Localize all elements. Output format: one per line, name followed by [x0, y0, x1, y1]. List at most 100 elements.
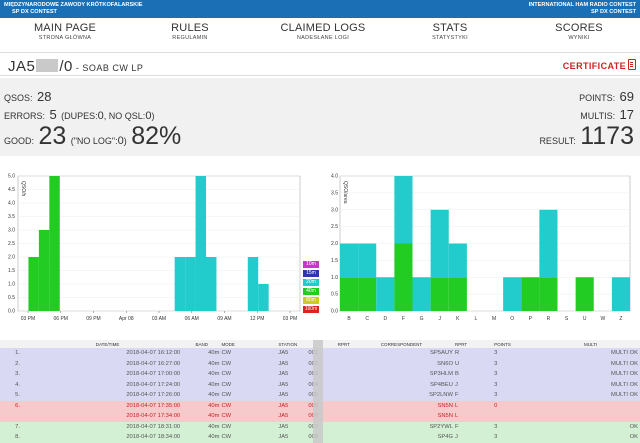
nav-rules-sublabel: REGULAMIN: [172, 35, 208, 41]
nav-stats[interactable]: STATS STATYSTYKI: [420, 22, 480, 41]
col-header-band: BAND: [184, 340, 222, 348]
row-rprt-rcvd: F: [454, 390, 495, 401]
row-points: 3: [494, 369, 544, 380]
x-tick-label: F: [402, 316, 405, 322]
row-points: 3: [494, 358, 544, 369]
row-correspondent: SP4G: [349, 432, 455, 443]
nav-scores-sublabel: WYNIKI: [568, 35, 590, 41]
row-station: JA5002: [268, 358, 338, 369]
row-band: 40m: [184, 369, 222, 380]
row-number: 3.: [0, 369, 36, 380]
row-station-call: JA5: [278, 350, 289, 357]
nolog-value: 0: [117, 135, 124, 147]
bar-20m: [247, 257, 259, 311]
bar-20m: [206, 257, 217, 311]
row-datetime: 2018-04-07 17:24:00: [35, 379, 185, 390]
callsign-title: JA5/0- SOAB CW LP: [8, 58, 143, 75]
x-tick-label: C: [365, 316, 369, 322]
bar-20m: [430, 209, 449, 278]
bar-40m: [539, 277, 558, 311]
bar-20m: [394, 176, 413, 244]
row-mode: CW: [221, 400, 269, 411]
row-station: JA5007: [268, 411, 338, 422]
x-tick-label: R: [547, 316, 551, 322]
points-label: POINTS:: [579, 93, 616, 103]
site-header-bar: MIĘDZYNARODOWE ZAWODY KRÓTKOFALARSKIE SP…: [0, 0, 640, 18]
x-tick-label: 12 PM: [250, 316, 264, 322]
x-tick-label: P: [529, 316, 533, 322]
col-header-rprt-sent: RPRT: [337, 340, 350, 348]
row-band: 40m: [184, 358, 222, 369]
row-band: 40m: [184, 390, 222, 401]
row-rprt-rcvd: L: [454, 411, 495, 422]
bar-20m: [185, 257, 196, 311]
row-station-call: JA5: [278, 381, 289, 388]
row-number: 2.: [0, 358, 36, 369]
row-mode: CW: [221, 358, 269, 369]
table-row: 2.2018-04-07 16:27:0040mCWJA5002 SN6OU3MU…: [0, 358, 640, 369]
row-correspondent: SP3HLM: [349, 369, 455, 380]
hourly-chart: 0.0 0.5 1.0 1.5 2.0 2.5 3.0 3.5 4.0 4.5 5.0 QSO/h 03…: [0, 168, 322, 328]
bar-40m: [28, 257, 39, 311]
nav-rules[interactable]: RULES REGULAMIN: [160, 22, 220, 41]
y-tick-label: 0.5: [331, 292, 338, 298]
bar-40m: [521, 277, 540, 311]
row-mode: CW: [221, 369, 269, 380]
row-number: 6.: [0, 400, 36, 411]
row-correspondent: SP4BEU: [349, 379, 455, 390]
nav-main-page-sublabel: STRONA GŁÓWNA: [38, 35, 92, 41]
table-row: 3.2018-04-07 17:00:0040mCWJA5003 SP3HLMB3…: [0, 369, 640, 380]
hourly-chart-svg: 0.0 0.5 1.0 1.5 2.0 2.5 3.0 3.5 4.0 4.5 5.0 QSO/h 03…: [8, 174, 301, 322]
row-datetime: 2018-04-07 17:35:00: [35, 400, 185, 411]
points-value: 69: [619, 89, 634, 104]
good-label: GOOD:: [4, 136, 35, 146]
noqsl-label: , NO QSL:: [103, 111, 146, 121]
x-tick-label: 06 AM: [185, 316, 199, 322]
certificate-icon[interactable]: [628, 59, 636, 70]
x-tick-label: M: [492, 316, 496, 322]
result-label: RESULT:: [539, 136, 576, 146]
legend-15m: 15m: [303, 270, 319, 277]
log-title-row: JA5/0- SOAB CW LP CERTIFICATE: [0, 52, 640, 76]
bar-20m: [539, 209, 558, 278]
row-station-call: JA5: [278, 423, 289, 430]
row-datetime: 2018-04-07 16:27:00: [35, 358, 185, 369]
nav-main-page[interactable]: MAIN PAGE STRONA GŁÓWNA: [30, 22, 100, 41]
row-mode: CW: [221, 432, 269, 443]
table-header-row: DATE/TIME BAND MODE STATION RPRT CORRESP…: [0, 340, 640, 348]
row-multi: MULTI OK: [543, 369, 640, 380]
x-tick-label: D: [384, 316, 388, 322]
row-spacer: [337, 400, 350, 411]
noqsl-value: 0: [145, 110, 152, 122]
nav-claimed-logs[interactable]: CLAIMED LOGS NADESŁANE LOGI: [278, 22, 368, 41]
nav-scores[interactable]: SCORES WYNIKI: [548, 22, 610, 41]
x-tick-label: 03 PM: [21, 316, 35, 322]
row-points: 3: [494, 421, 544, 432]
callsign-suffix: /0: [59, 58, 73, 75]
x-tick-label: U: [583, 316, 587, 322]
bar-40m: [575, 277, 594, 311]
multis-stat: MULTIS: 17: [580, 106, 634, 124]
x-tick-label: J: [438, 316, 441, 322]
col-header-rprt-rcvd: RPRT: [454, 340, 495, 348]
bar-40m: [38, 230, 50, 311]
noqsl-close: ): [151, 111, 155, 121]
row-multi: MULTI OK: [543, 348, 640, 359]
row-multi: OK: [543, 432, 640, 443]
multis-label: MULTIS:: [580, 111, 616, 121]
legend-160m: 160m: [303, 306, 319, 313]
bar-40m: [448, 277, 467, 311]
row-mode: CW: [221, 421, 269, 432]
callsign-redaction: [36, 59, 59, 72]
col-header-num: [0, 340, 36, 348]
nav-claimed-logs-sublabel: NADESŁANE LOGI: [296, 35, 350, 41]
row-station-call: JA5: [278, 371, 289, 378]
x-tick-label: 03 AM: [152, 316, 166, 322]
header-right-subtitle: SP DX CONTEST: [591, 9, 636, 15]
row-correspondent: SP2LNW: [349, 390, 455, 401]
y-tick-label: 4.0: [331, 174, 338, 180]
bar-20m: [412, 277, 431, 311]
y-tick-label: 2.0: [331, 241, 338, 247]
certificate-link[interactable]: CERTIFICATE: [562, 61, 626, 71]
